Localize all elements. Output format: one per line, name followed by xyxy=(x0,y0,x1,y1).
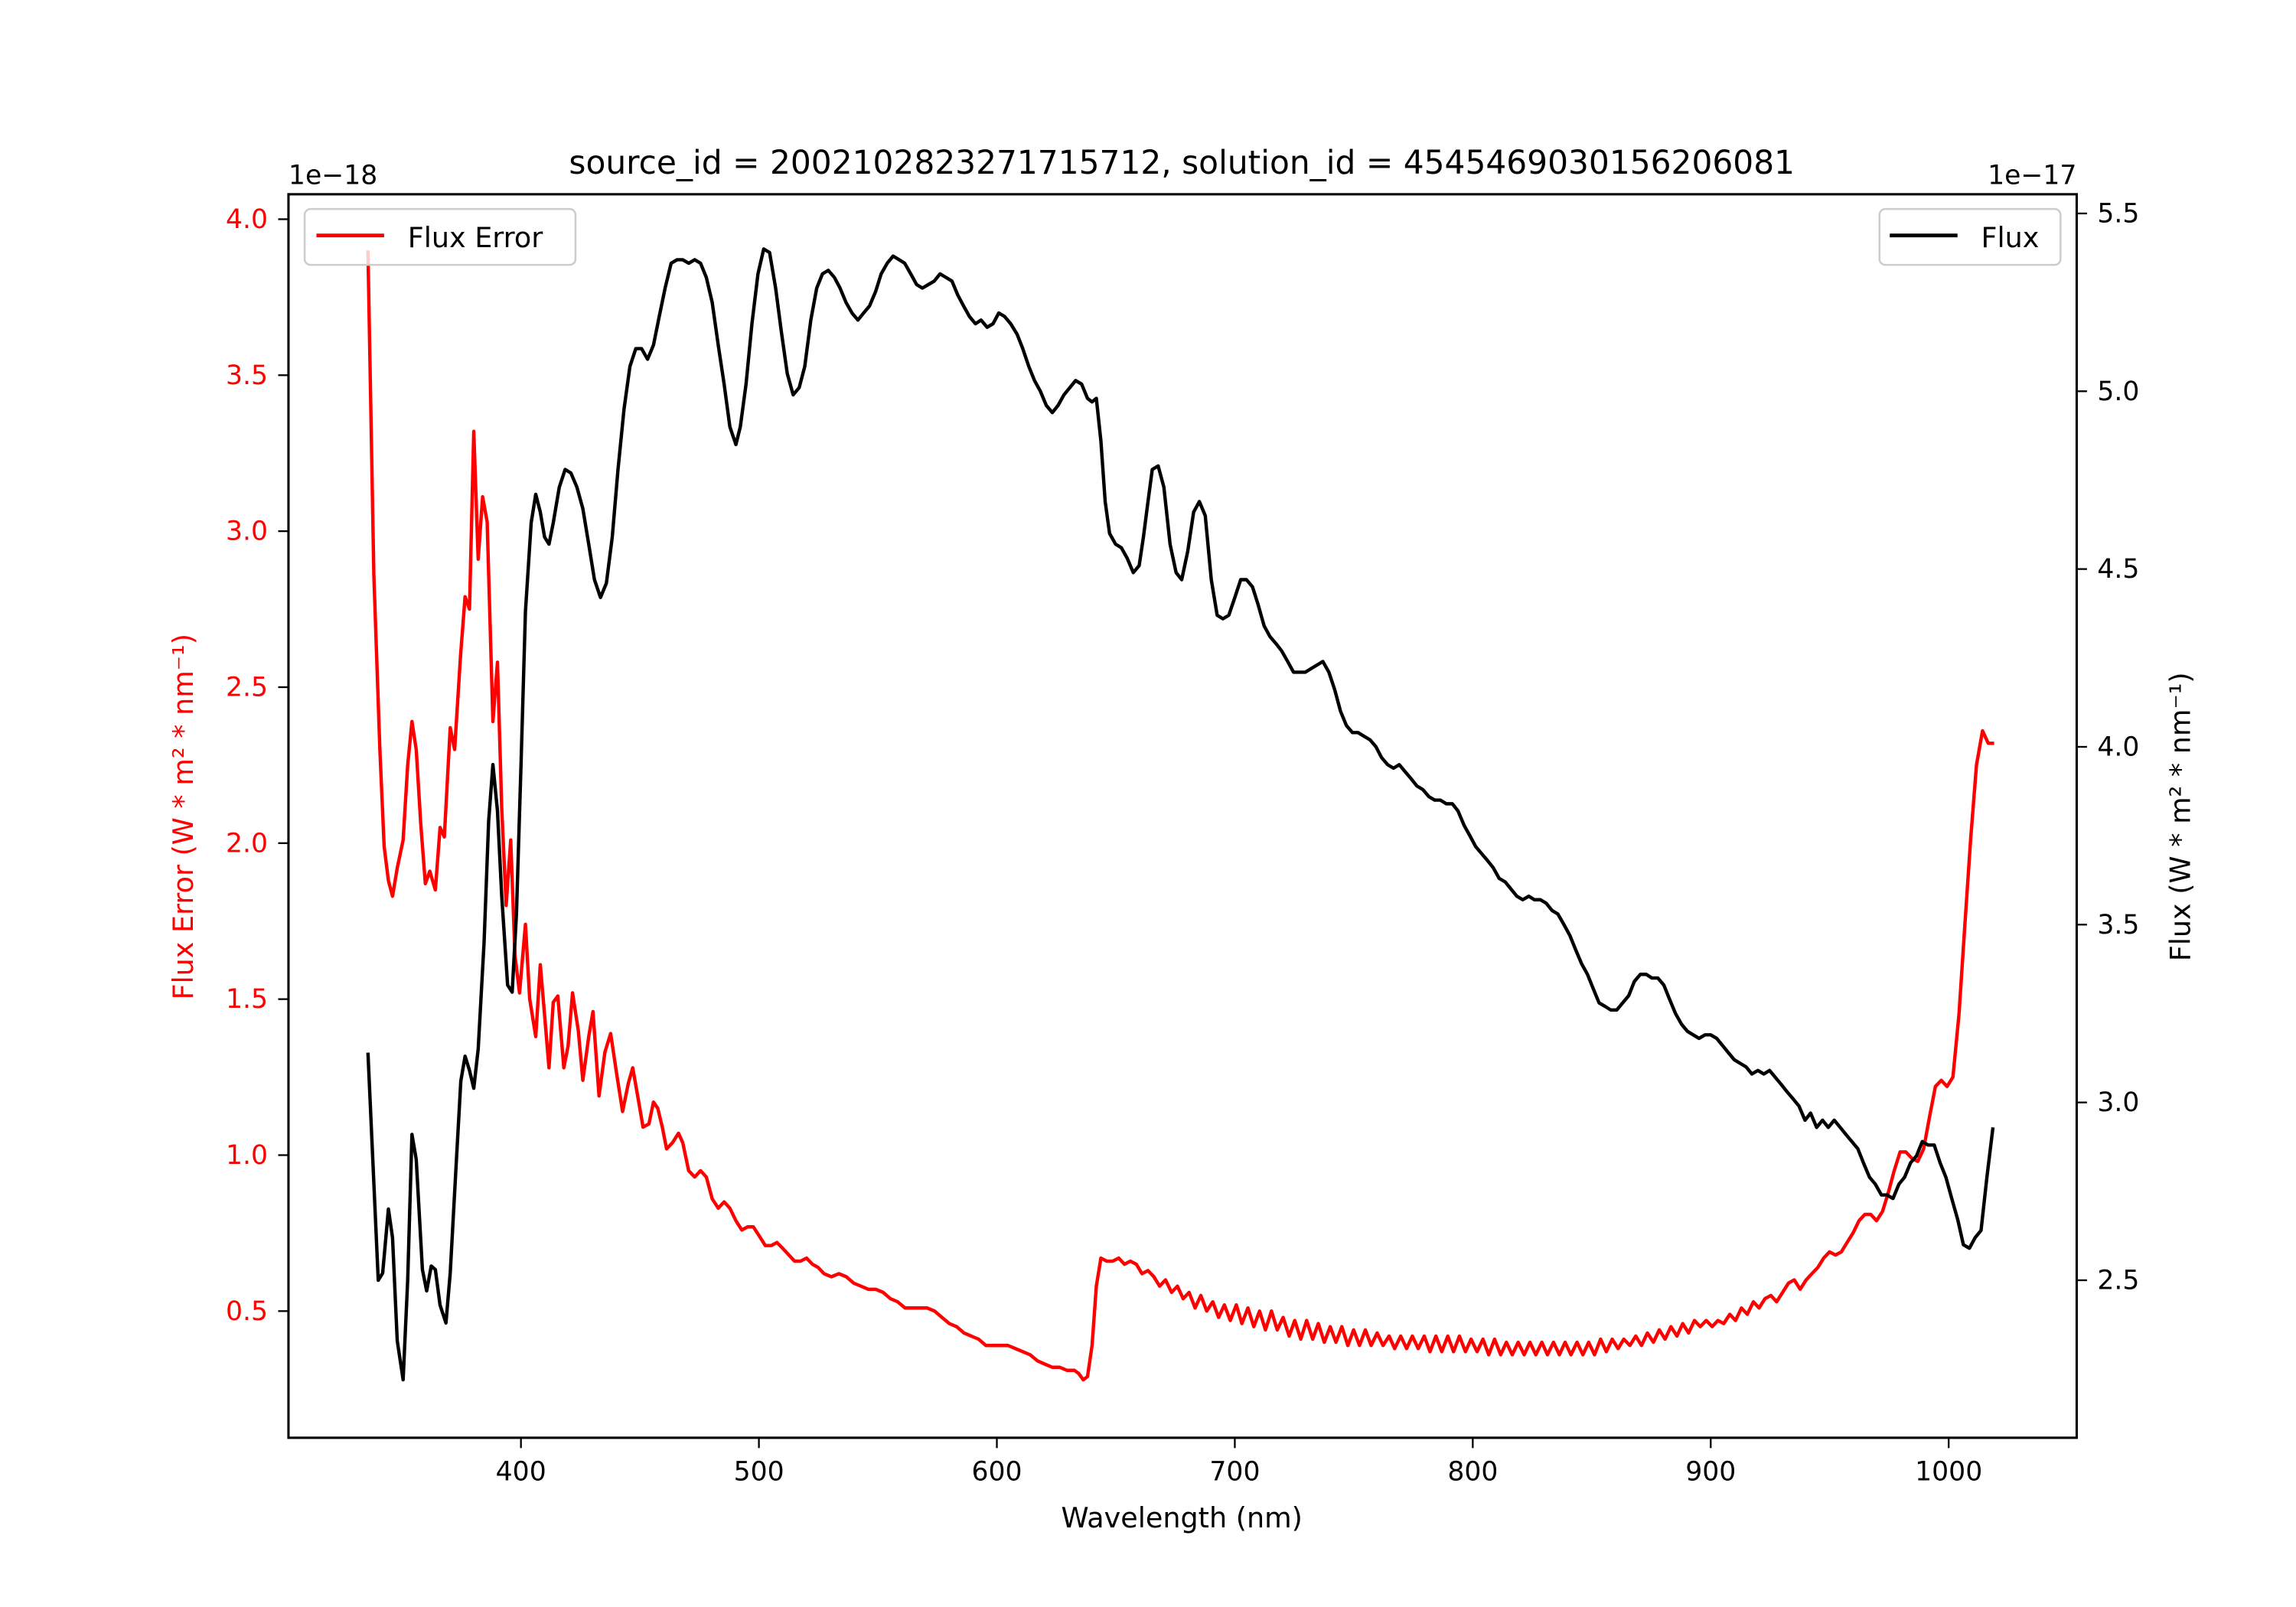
right-y-tick-label: 4.0 xyxy=(2097,732,2139,763)
right-y-tick-label: 3.5 xyxy=(2097,910,2139,940)
left-y-axis-label: Flux Error (W * m² * nm⁻¹) xyxy=(167,634,200,1000)
left-y-tick-label: 2.5 xyxy=(226,673,268,703)
series-line-flux-error xyxy=(366,250,1994,1382)
left-y-tick-label: 1.5 xyxy=(226,984,268,1015)
right-y-tick-label: 3.0 xyxy=(2097,1087,2139,1118)
x-tick-label: 900 xyxy=(1685,1457,1736,1488)
legend-flux-error: Flux Error xyxy=(303,207,577,266)
series-lines xyxy=(366,247,1995,1382)
left-axis-offset: 1e−18 xyxy=(289,160,377,191)
x-tick-label: 600 xyxy=(971,1457,1022,1488)
left-y-tick-label: 0.5 xyxy=(226,1296,268,1327)
x-tick-label: 500 xyxy=(734,1457,784,1488)
x-tick-label: 1000 xyxy=(1915,1457,1982,1488)
axis-ticks: 400 500 600 700 800 900 1000 0.5 1.0 1.5 2.0 2.5 3.0… xyxy=(226,198,2139,1487)
right-y-tick-label: 5.5 xyxy=(2097,198,2139,229)
right-axis-offset: 1e−17 xyxy=(1988,160,2076,191)
chart-title: source_id = 2002102823271715712, solutio… xyxy=(569,144,1795,181)
series-line-flux xyxy=(366,247,1995,1382)
left-y-tick-label: 4.0 xyxy=(226,204,268,235)
right-y-tick-label: 2.5 xyxy=(2097,1266,2139,1296)
left-y-tick-label: 1.0 xyxy=(226,1140,268,1171)
left-y-tick-label: 2.0 xyxy=(226,828,268,859)
x-axis-label: Wavelength (nm) xyxy=(1062,1501,1303,1534)
legend-flux: Flux xyxy=(1878,207,2062,266)
legend-box xyxy=(1878,207,2062,266)
plot-frame xyxy=(287,193,2078,1439)
x-tick-label: 400 xyxy=(496,1457,546,1488)
legend-box xyxy=(303,207,577,266)
right-y-axis-label: Flux (W * m² * nm⁻¹) xyxy=(2164,672,2197,961)
x-tick-label: 800 xyxy=(1447,1457,1498,1488)
right-y-tick-label: 4.5 xyxy=(2097,554,2139,585)
left-y-tick-label: 3.0 xyxy=(226,517,268,547)
left-y-tick-label: 3.5 xyxy=(226,360,268,391)
right-y-tick-label: 5.0 xyxy=(2097,376,2139,407)
x-tick-label: 700 xyxy=(1209,1457,1260,1488)
legend-label-flux: Flux xyxy=(1981,221,2039,254)
legend-label-flux-error: Flux Error xyxy=(408,221,544,254)
